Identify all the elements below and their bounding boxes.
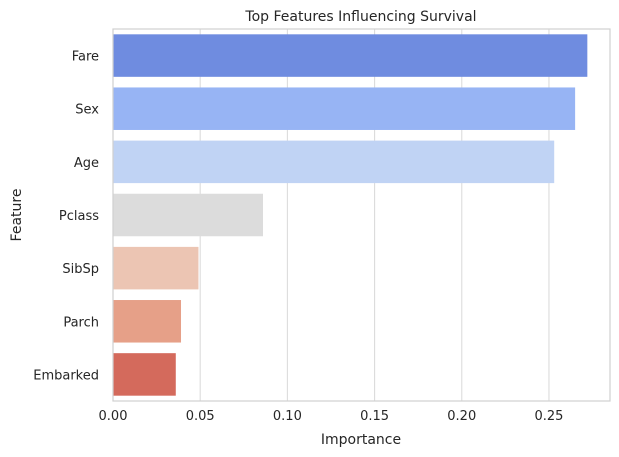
bar-fare [113, 34, 588, 77]
bar-sex [113, 87, 576, 130]
bar-pclass [113, 193, 263, 237]
bar-sibsp [113, 246, 199, 290]
y-tick-label: Age [74, 156, 99, 171]
x-tick-label: 0.25 [534, 409, 563, 424]
x-tick-labels: 0.00 0.05 0.10 0.15 0.20 0.25 [99, 409, 564, 424]
x-tick-label: 0.20 [447, 409, 476, 424]
plot-frame [112, 28, 611, 402]
y-tick-labels: Fare Sex Age Pclass SibSp Parch Embarked [33, 50, 99, 384]
x-tick-label: 0.15 [360, 409, 389, 424]
chart-title: Top Features Influencing Survival [244, 9, 476, 25]
bars [113, 34, 588, 396]
bar-embarked [113, 353, 176, 396]
x-tick-label: 0.00 [99, 409, 128, 424]
x-tick-label: 0.10 [273, 409, 302, 424]
y-tick-label: Sex [75, 103, 99, 118]
y-tick-label: Parch [63, 315, 99, 330]
x-axis-label: Importance [321, 432, 401, 448]
y-axis-label: Feature [9, 189, 25, 242]
x-tick-label: 0.05 [186, 409, 215, 424]
bar-age [113, 140, 555, 184]
y-tick-label: SibSp [62, 262, 99, 277]
y-tick-label: Embarked [33, 368, 99, 383]
bar-parch [113, 300, 182, 343]
y-tick-label: Fare [72, 50, 99, 65]
y-tick-label: Pclass [59, 209, 99, 224]
